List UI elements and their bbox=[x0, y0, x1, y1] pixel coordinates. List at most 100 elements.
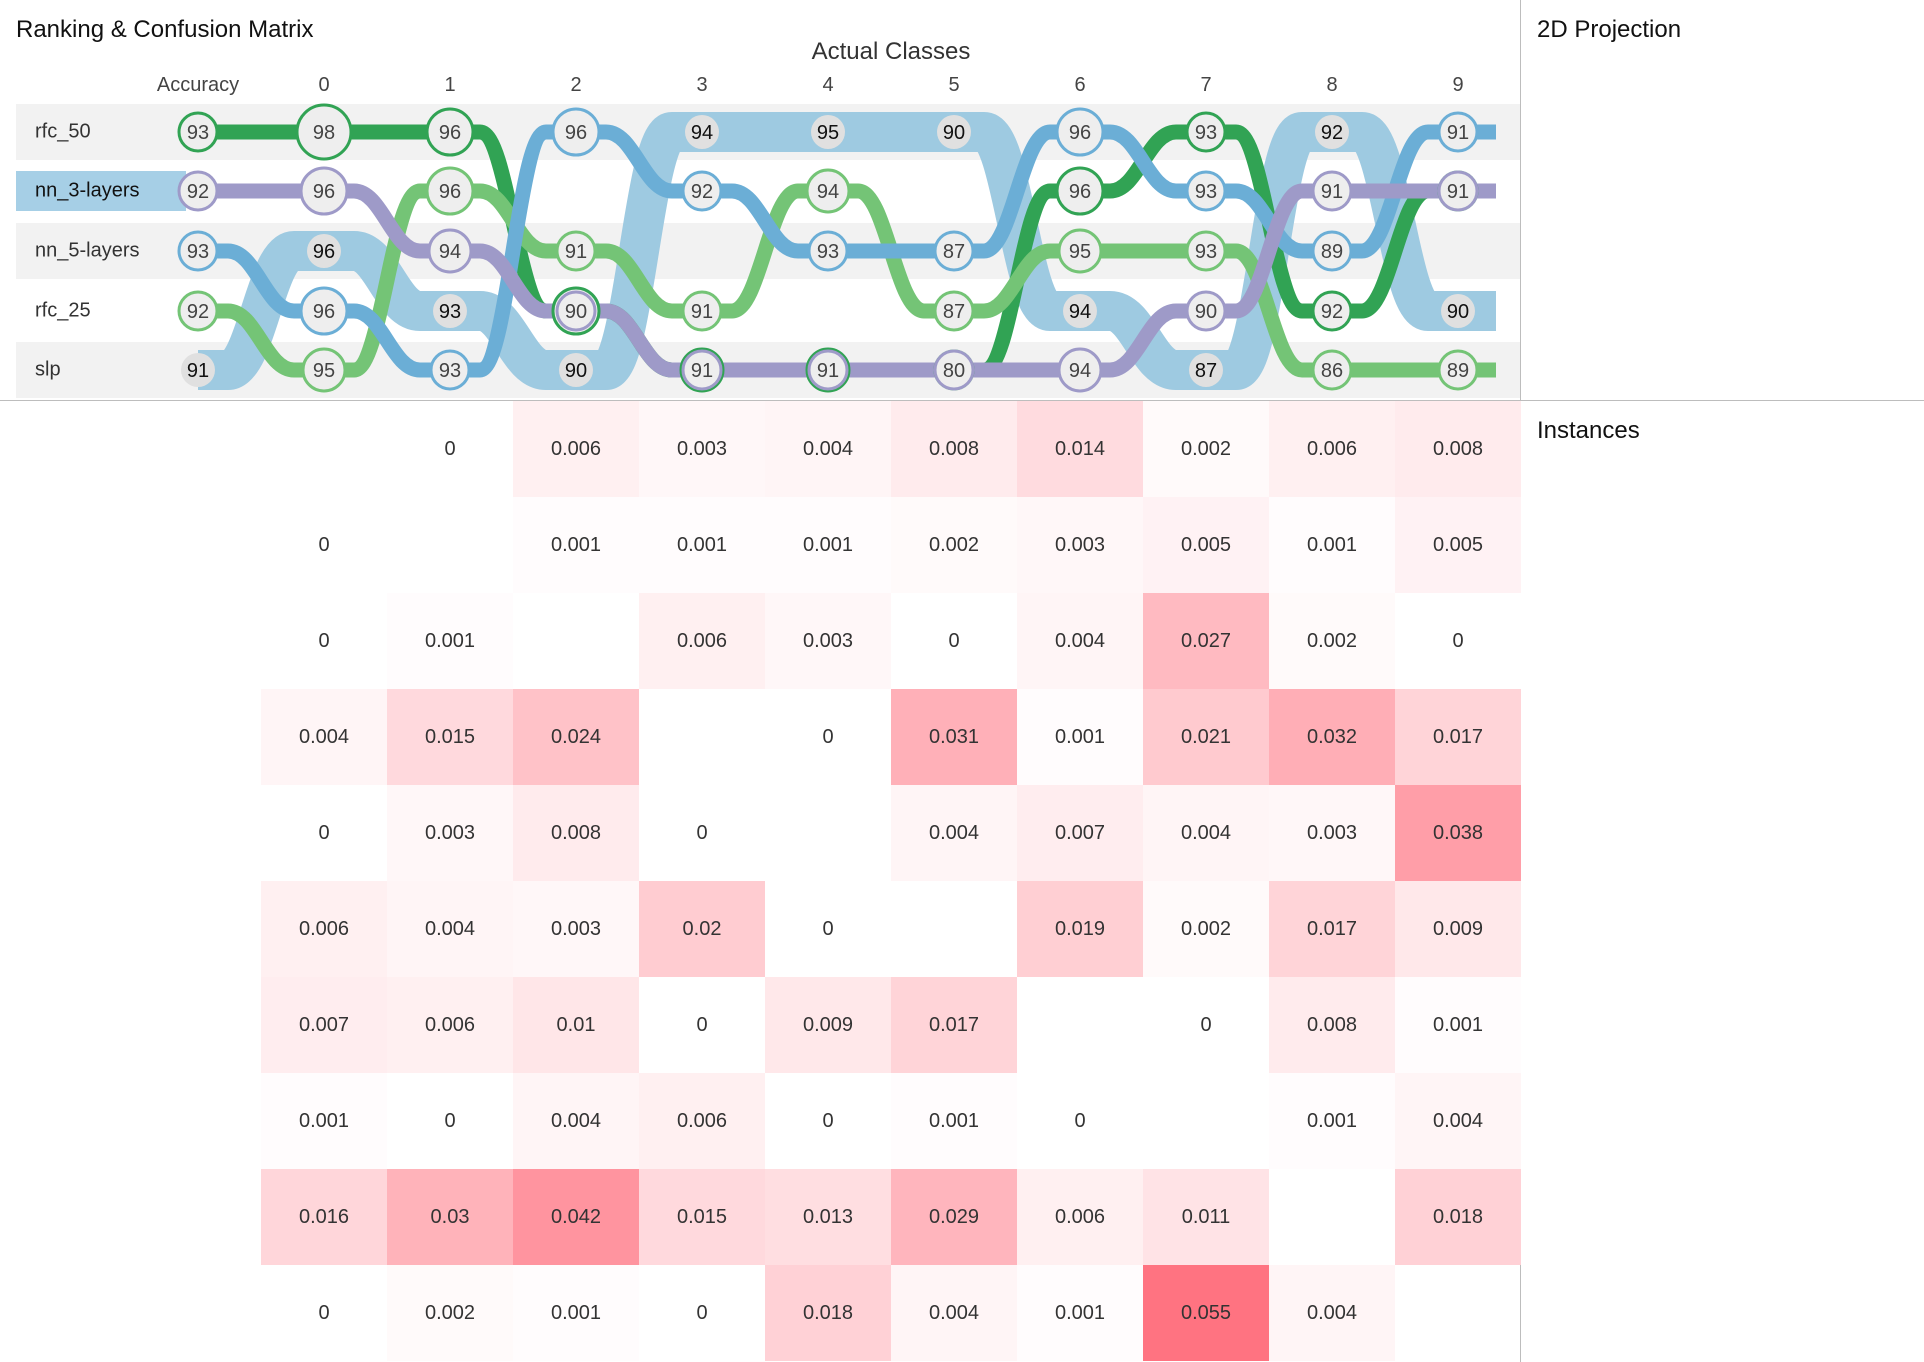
matrix-cell[interactable]: 0.004 bbox=[1017, 593, 1143, 689]
score-node[interactable] bbox=[681, 290, 723, 332]
score-node[interactable] bbox=[551, 107, 601, 157]
matrix-cell[interactable]: 0.006 bbox=[1269, 401, 1395, 497]
score-node[interactable] bbox=[1063, 294, 1097, 328]
score-node[interactable] bbox=[685, 115, 719, 149]
score-node[interactable] bbox=[1437, 349, 1479, 391]
score-node[interactable] bbox=[681, 349, 723, 391]
score-node[interactable] bbox=[177, 170, 219, 212]
model-row-label[interactable]: nn_3-layers bbox=[35, 179, 140, 202]
score-node[interactable] bbox=[807, 230, 849, 272]
matrix-cell[interactable]: 0 bbox=[765, 881, 891, 977]
matrix-cell[interactable]: 0.002 bbox=[1269, 593, 1395, 689]
score-node[interactable] bbox=[1189, 353, 1223, 387]
matrix-cell[interactable]: 0.003 bbox=[513, 881, 639, 977]
class-column-header[interactable]: 6 bbox=[1074, 74, 1086, 96]
matrix-cell[interactable]: 0.011 bbox=[1143, 1169, 1269, 1265]
matrix-cell[interactable]: 0.015 bbox=[387, 689, 513, 785]
matrix-cell[interactable]: 0 bbox=[1017, 1073, 1143, 1169]
matrix-cell[interactable]: 0.004 bbox=[765, 401, 891, 497]
matrix-cell[interactable]: 0.006 bbox=[387, 977, 513, 1073]
matrix-cell[interactable]: 0.006 bbox=[513, 401, 639, 497]
matrix-cell[interactable]: 0.006 bbox=[639, 593, 765, 689]
matrix-cell[interactable]: 0.009 bbox=[1395, 881, 1521, 977]
matrix-cell[interactable]: 0.007 bbox=[1017, 785, 1143, 881]
score-node[interactable] bbox=[1185, 170, 1227, 212]
matrix-cell[interactable]: 0.002 bbox=[1143, 401, 1269, 497]
model-row-label[interactable]: rfc_25 bbox=[35, 299, 91, 322]
class-column-header[interactable]: 4 bbox=[822, 74, 834, 96]
matrix-cell[interactable]: 0 bbox=[891, 593, 1017, 689]
score-node[interactable] bbox=[681, 170, 723, 212]
score-node[interactable] bbox=[805, 168, 851, 214]
model-row-label[interactable]: rfc_50 bbox=[35, 120, 91, 143]
matrix-cell[interactable]: 0.016 bbox=[261, 1169, 387, 1265]
matrix-cell[interactable]: 0.003 bbox=[639, 401, 765, 497]
matrix-cell[interactable]: 0.004 bbox=[513, 1073, 639, 1169]
matrix-cell[interactable]: 0 bbox=[639, 785, 765, 881]
matrix-cell[interactable]: 0.03 bbox=[387, 1169, 513, 1265]
class-column-header[interactable]: 8 bbox=[1326, 74, 1338, 96]
score-node[interactable] bbox=[429, 349, 471, 391]
matrix-cell[interactable]: 0.001 bbox=[639, 497, 765, 593]
score-node[interactable] bbox=[933, 349, 975, 391]
matrix-cell[interactable]: 0.004 bbox=[1269, 1265, 1395, 1361]
matrix-cell[interactable]: 0.031 bbox=[891, 689, 1017, 785]
matrix-cell[interactable]: 0.003 bbox=[1269, 785, 1395, 881]
matrix-cell[interactable]: 0.002 bbox=[891, 497, 1017, 593]
score-node[interactable] bbox=[1311, 170, 1353, 212]
matrix-cell[interactable]: 0.017 bbox=[1395, 689, 1521, 785]
class-column-header[interactable]: 1 bbox=[444, 74, 456, 96]
matrix-cell[interactable]: 0.001 bbox=[891, 1073, 1017, 1169]
matrix-cell[interactable]: 0.018 bbox=[1395, 1169, 1521, 1265]
model-row-label[interactable]: slp bbox=[35, 358, 61, 381]
matrix-cell[interactable]: 0.008 bbox=[1395, 401, 1521, 497]
matrix-cell[interactable]: 0 bbox=[444, 437, 456, 460]
matrix-cell[interactable]: 0.024 bbox=[513, 689, 639, 785]
score-node[interactable] bbox=[933, 230, 975, 272]
class-column-header[interactable]: 3 bbox=[696, 74, 708, 96]
score-node[interactable] bbox=[1185, 111, 1227, 153]
score-node[interactable] bbox=[559, 353, 593, 387]
score-node[interactable] bbox=[1057, 228, 1103, 274]
matrix-cell[interactable]: 0.038 bbox=[1395, 785, 1521, 881]
matrix-cell[interactable]: 0.001 bbox=[513, 1265, 639, 1361]
matrix-cell[interactable]: 0.004 bbox=[891, 1265, 1017, 1361]
matrix-cell[interactable]: 0.01 bbox=[513, 977, 639, 1073]
matrix-cell[interactable]: 0.004 bbox=[1143, 785, 1269, 881]
matrix-cell[interactable]: 0.015 bbox=[639, 1169, 765, 1265]
matrix-cell[interactable]: 0.018 bbox=[765, 1265, 891, 1361]
matrix-cell[interactable]: 0 bbox=[639, 1265, 765, 1361]
score-node[interactable] bbox=[937, 115, 971, 149]
matrix-cell[interactable]: 0.02 bbox=[639, 881, 765, 977]
matrix-cell[interactable]: 0 bbox=[261, 1265, 387, 1361]
score-node[interactable] bbox=[1437, 111, 1479, 153]
score-node[interactable] bbox=[177, 230, 219, 272]
score-node[interactable] bbox=[1437, 170, 1479, 212]
matrix-cell[interactable]: 0.042 bbox=[513, 1169, 639, 1265]
score-node[interactable] bbox=[1311, 230, 1353, 272]
matrix-cell[interactable]: 0.005 bbox=[1143, 497, 1269, 593]
matrix-cell[interactable]: 0.029 bbox=[891, 1169, 1017, 1265]
score-node[interactable] bbox=[425, 107, 475, 157]
class-column-header[interactable]: 5 bbox=[948, 74, 960, 96]
matrix-cell[interactable]: 0.003 bbox=[387, 785, 513, 881]
matrix-cell[interactable]: 0.014 bbox=[1017, 401, 1143, 497]
matrix-cell[interactable]: 0.027 bbox=[1143, 593, 1269, 689]
matrix-cell[interactable]: 0.001 bbox=[765, 497, 891, 593]
score-node[interactable] bbox=[427, 228, 473, 274]
matrix-cell[interactable]: 0.001 bbox=[1269, 497, 1395, 593]
matrix-cell[interactable]: 0.003 bbox=[765, 593, 891, 689]
matrix-cell[interactable]: 0 bbox=[1143, 977, 1269, 1073]
matrix-cell[interactable]: 0.001 bbox=[1017, 1265, 1143, 1361]
matrix-cell[interactable]: 0.009 bbox=[765, 977, 891, 1073]
matrix-cell[interactable]: 0.004 bbox=[891, 785, 1017, 881]
matrix-cell[interactable]: 0 bbox=[261, 497, 387, 593]
matrix-cell[interactable]: 0.008 bbox=[1269, 977, 1395, 1073]
score-node[interactable] bbox=[295, 103, 353, 161]
class-column-header[interactable]: 7 bbox=[1200, 74, 1212, 96]
matrix-cell[interactable]: 0 bbox=[1395, 593, 1521, 689]
score-node[interactable] bbox=[181, 353, 215, 387]
matrix-cell[interactable]: 0.004 bbox=[261, 689, 387, 785]
matrix-cell[interactable]: 0 bbox=[387, 1073, 513, 1169]
matrix-cell[interactable]: 0 bbox=[261, 593, 387, 689]
